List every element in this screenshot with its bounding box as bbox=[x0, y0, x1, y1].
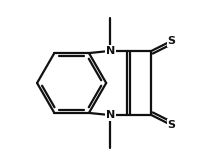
Text: S: S bbox=[167, 36, 175, 46]
Text: N: N bbox=[106, 46, 115, 56]
Text: N: N bbox=[106, 110, 115, 120]
Text: S: S bbox=[167, 120, 175, 130]
